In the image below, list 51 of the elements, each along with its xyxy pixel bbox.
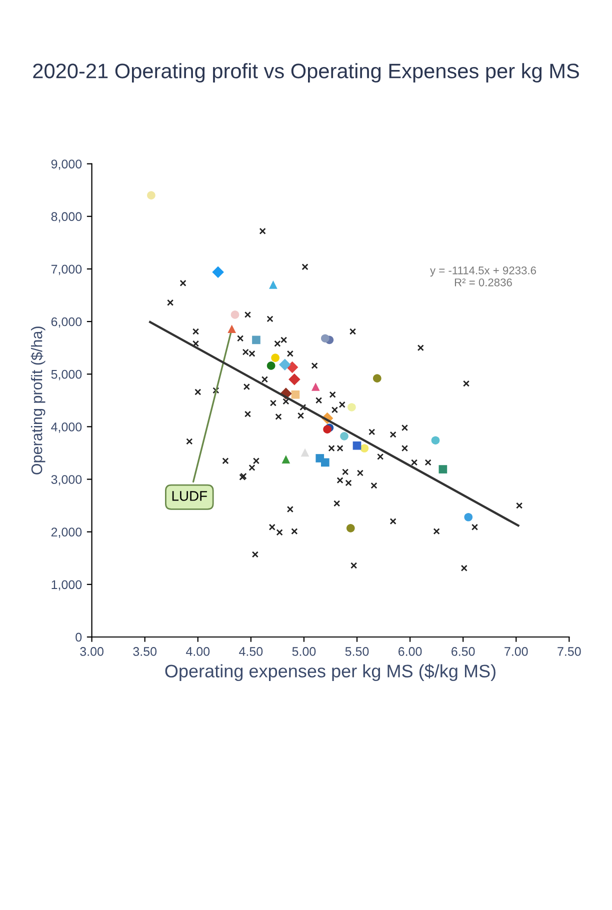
point: [360, 444, 369, 452]
point: [278, 358, 291, 371]
x-tick-label: 3.50: [133, 647, 157, 656]
point: [291, 390, 300, 399]
y-axis-title: Operating profit ($/ha): [30, 326, 46, 474]
x-tick-label: 7.00: [504, 647, 528, 656]
point: [288, 373, 300, 386]
point: [323, 425, 332, 434]
point: [316, 454, 324, 462]
point: [311, 382, 320, 391]
x-tick-label: 5.50: [345, 647, 369, 656]
point: [300, 448, 310, 457]
x-axis-title: Operating expenses per kg MS ($/kg MS): [165, 664, 496, 682]
point: [147, 191, 156, 200]
point: [271, 354, 280, 362]
point: [252, 336, 260, 344]
y-tick-label: 8,000: [51, 212, 82, 223]
annotation: y = -1114.5x + 9233.6 R² = 0.2836: [430, 266, 536, 286]
x-tick-label: 7.50: [558, 647, 581, 656]
point: [372, 374, 382, 382]
point: [346, 524, 355, 532]
y-tick-label: 6,000: [51, 317, 82, 328]
point: [340, 432, 348, 440]
point: [352, 441, 362, 450]
x-tick-label: 5.00: [292, 647, 316, 656]
point: [321, 334, 330, 343]
chart-title: 2020-21 Operating profit vs Operating Expenses per kg MS: [33, 63, 579, 83]
point: [464, 512, 473, 522]
x-tick-label: 4.50: [239, 647, 263, 656]
point: [282, 455, 290, 464]
y-tick-label: 3,000: [51, 475, 82, 486]
point: [228, 324, 236, 334]
point: [266, 362, 276, 370]
point: [348, 403, 356, 412]
point: [212, 266, 224, 278]
point: [230, 310, 240, 319]
x-tick-label: 6.00: [398, 647, 422, 656]
y-tick-label: 1,000: [52, 580, 82, 591]
point: [269, 280, 278, 289]
y-tick-label: 0: [76, 632, 82, 642]
y-tick-label: 9,000: [51, 160, 82, 170]
x-tick-label: 6.50: [452, 647, 475, 656]
annotation: LUDF: [172, 491, 207, 501]
y-tick-label: 5,000: [51, 370, 82, 380]
point: [431, 436, 440, 445]
x-tick-label: 3.00: [80, 647, 104, 656]
point: [438, 465, 448, 474]
y-tick-label: 7,000: [51, 264, 82, 276]
y-tick-label: 2,000: [51, 528, 82, 538]
x-tick-label: 4.00: [186, 647, 210, 656]
y-tick-label: 4,000: [51, 422, 82, 433]
